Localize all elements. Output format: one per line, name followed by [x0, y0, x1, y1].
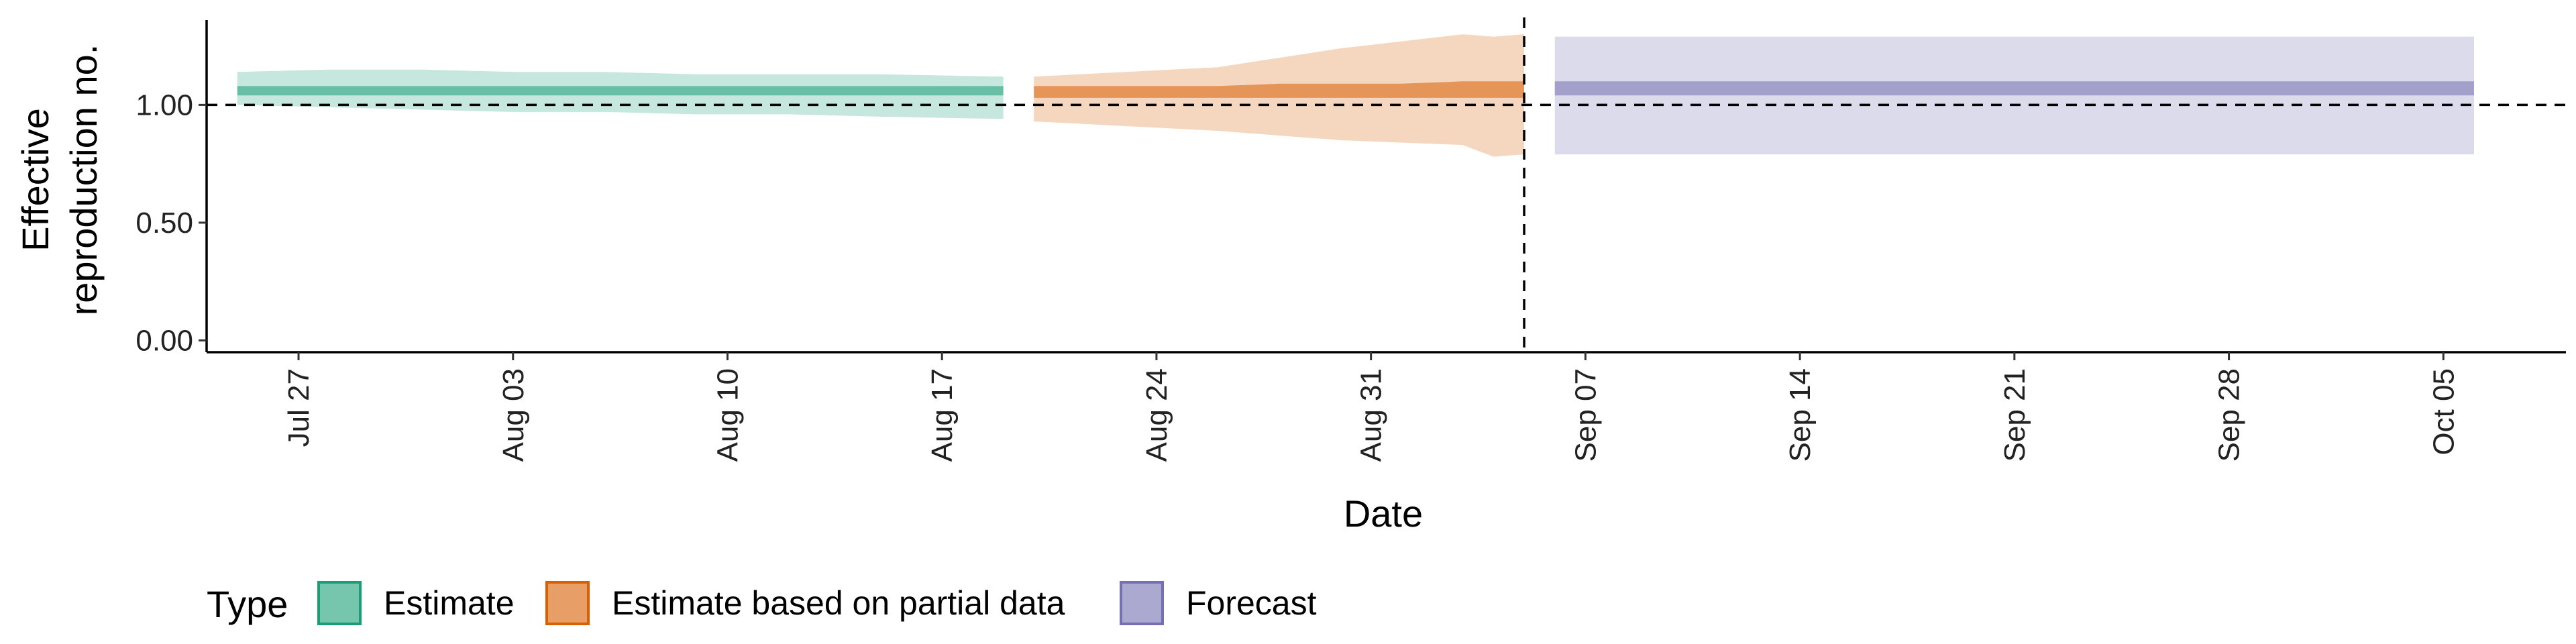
y-axis-title: Effective reproduction no. — [14, 44, 105, 316]
legend: Type Estimate Estimate based on partial d… — [207, 581, 1317, 625]
x-axis-ticks: Jul 27 Aug 03 Aug 10 Aug 17 Aug 24 Aug 31 Sep … — [282, 352, 2460, 462]
y-tick-label: 0.00 — [136, 324, 193, 357]
band-inner-series-1 — [237, 86, 1004, 96]
legend-title: Type — [207, 583, 288, 625]
x-tick-label: Oct 05 — [2427, 368, 2460, 455]
legend-key-series-1 — [317, 581, 362, 625]
y-tick-label: 0.50 — [136, 207, 193, 239]
legend-label-series-1: Estimate — [384, 584, 515, 622]
x-tick-label: Sep 07 — [1569, 368, 1602, 462]
x-tick-label: Aug 31 — [1355, 368, 1388, 462]
x-tick-label: Sep 21 — [1998, 368, 2031, 462]
y-axis-title-line-1: Effective — [14, 108, 56, 252]
confidence-bands — [237, 34, 2474, 157]
x-tick-label: Sep 28 — [2213, 368, 2246, 462]
y-axis-title-line-2: reproduction no. — [62, 44, 105, 316]
x-tick-label: Aug 03 — [497, 368, 530, 462]
x-tick-label: Jul 27 — [282, 368, 315, 447]
x-tick-label: Aug 10 — [711, 368, 744, 462]
legend-label-series-2: Estimate based on partial data — [612, 584, 1065, 622]
x-axis-title: Date — [1344, 492, 1423, 535]
x-tick-label: Sep 14 — [1784, 368, 1817, 462]
axes — [205, 20, 2566, 354]
band-inner-series-3 — [1554, 81, 2474, 96]
legend-label-series-3: Forecast — [1186, 584, 1317, 622]
band-outer-series-3 — [1554, 36, 2474, 155]
x-tick-label: Aug 24 — [1140, 368, 1173, 462]
y-axis-ticks: 0.00 0.50 1.00 — [136, 89, 207, 357]
legend-key-series-3 — [1120, 581, 1164, 625]
y-tick-label: 1.00 — [136, 89, 193, 121]
legend-key-series-2 — [545, 581, 590, 625]
band-inner-series-2 — [1034, 81, 1524, 98]
x-tick-label: Aug 17 — [926, 368, 959, 462]
